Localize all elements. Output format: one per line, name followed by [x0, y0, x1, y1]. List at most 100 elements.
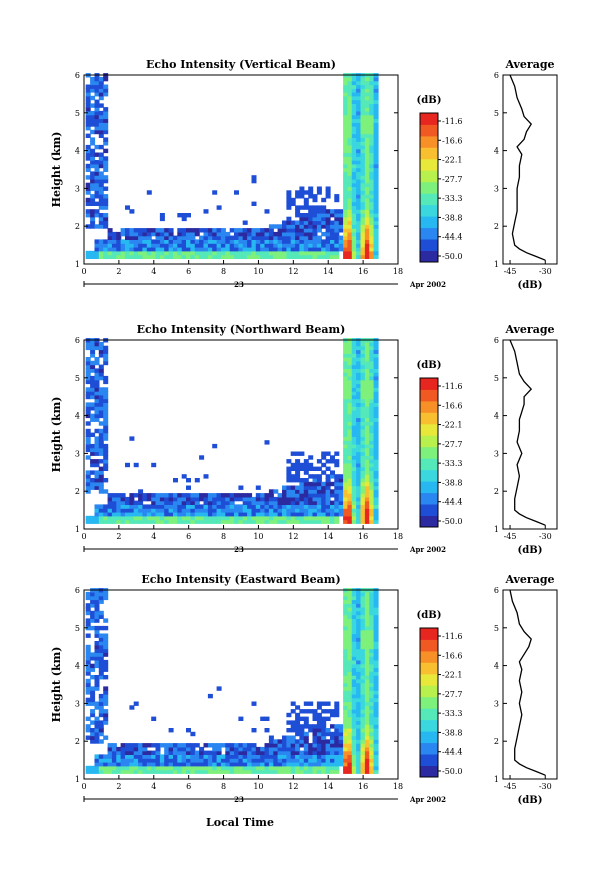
heatmap-cell	[369, 387, 375, 392]
heatmap-cell	[103, 421, 109, 426]
heatmap-cell	[103, 118, 109, 123]
heatmap-cell	[286, 746, 292, 752]
heatmap-cell	[356, 462, 362, 468]
heatmap-cell	[107, 743, 113, 748]
heatmap-cell	[325, 478, 331, 483]
heatmap-cell	[334, 515, 340, 521]
heatmap-cell	[373, 126, 379, 131]
heatmap-cell	[343, 394, 349, 400]
heatmap-cell	[364, 637, 370, 642]
heatmap-cell	[282, 243, 287, 248]
heatmap-cell	[94, 247, 100, 252]
heatmap-cell	[343, 618, 349, 623]
heatmap-cell	[273, 235, 279, 240]
heatmap-cell	[251, 754, 257, 759]
heatmap-cell	[369, 220, 375, 225]
heatmap-cell	[94, 728, 100, 733]
heatmap-cell	[343, 701, 349, 706]
profile-title: Average	[504, 573, 554, 586]
heatmap-cell	[330, 239, 335, 244]
heatmap-cell	[286, 239, 292, 244]
heatmap-cell	[360, 641, 366, 646]
heatmap-cell	[125, 235, 130, 240]
heatmap-cell	[343, 599, 349, 604]
heatmap-cell	[356, 383, 362, 388]
heatmap-cell	[334, 765, 340, 771]
heatmap-cell	[369, 690, 375, 695]
heatmap-cell	[142, 769, 148, 774]
heatmap-cell	[168, 500, 174, 505]
heatmap-cell	[303, 754, 309, 759]
heatmap-cell	[325, 500, 331, 505]
heatmap-cell	[212, 235, 218, 240]
heatmap-cell	[364, 387, 370, 392]
heatmap-cell	[94, 107, 100, 112]
heatmap-cell	[295, 493, 301, 498]
heatmap-cell	[321, 239, 327, 244]
heatmap-cell	[321, 765, 327, 771]
y-axis-label: Height (km)	[50, 397, 63, 473]
heatmap-cell	[312, 765, 318, 771]
heatmap-cell	[98, 739, 104, 744]
heatmap-cell	[268, 743, 274, 748]
heatmap-cell	[177, 496, 183, 502]
heatmap-cell	[316, 515, 322, 521]
heatmap-cell	[303, 731, 309, 737]
heatmap-cell	[356, 682, 362, 687]
heatmap-cell	[146, 231, 152, 237]
heatmap-cell	[373, 705, 379, 710]
heatmap-cell	[98, 432, 104, 437]
heatmap-cell	[90, 603, 96, 608]
heatmap-cell	[94, 417, 100, 422]
heatmap-cell	[343, 387, 349, 392]
heatmap-cell	[164, 504, 170, 509]
heatmap-cell	[273, 515, 279, 521]
heatmap-cell	[312, 493, 318, 498]
heatmap-cell	[90, 353, 96, 358]
heatmap-cell	[334, 724, 340, 729]
heatmap-cell	[347, 231, 353, 237]
heatmap-cell	[321, 512, 327, 517]
heatmap-cell	[242, 254, 248, 259]
heatmap-cell	[356, 500, 362, 505]
heatmap-cell	[242, 769, 248, 774]
heatmap-cell	[90, 129, 96, 135]
heatmap-cell	[138, 228, 144, 233]
heatmap-cell	[312, 481, 318, 487]
heatmap-cell	[142, 512, 148, 517]
heatmap-cell	[343, 228, 349, 233]
heatmap-cell	[356, 182, 362, 188]
heatmap-cell	[321, 720, 327, 725]
heatmap-cell	[316, 735, 322, 740]
heatmap-cell	[203, 508, 209, 513]
heatmap-cell	[351, 99, 357, 104]
heatmap-cell	[343, 731, 349, 737]
heatmap-cell	[364, 122, 370, 127]
heatmap-cell	[303, 213, 309, 218]
heatmap-cell	[103, 455, 109, 460]
heatmap-cell	[282, 739, 287, 744]
heatmap-cell	[94, 84, 100, 89]
heatmap-cell	[351, 629, 357, 635]
heatmap-cell	[220, 231, 226, 237]
heatmap-cell	[125, 247, 130, 252]
heatmap-cell	[286, 743, 292, 748]
heatmap-cell	[177, 500, 183, 505]
heatmap-cell	[369, 762, 375, 767]
heatmap-cell	[103, 360, 109, 366]
heatmap-cell	[181, 754, 187, 759]
heatmap-cell	[360, 387, 366, 392]
heatmap-cell	[351, 432, 357, 437]
heatmap-cell	[356, 750, 362, 755]
heatmap-cell	[347, 610, 353, 616]
heatmap-cell	[312, 224, 318, 229]
heatmap-cell	[364, 625, 370, 631]
heatmap-cell	[334, 754, 340, 759]
heatmap-cell	[325, 254, 331, 259]
heatmap-cell	[303, 220, 309, 225]
heatmap-cell	[186, 758, 191, 763]
heatmap-cell	[360, 500, 366, 505]
heatmap-cell	[347, 413, 353, 419]
heatmap-cell	[369, 421, 375, 426]
heatmap-cell	[242, 243, 248, 248]
